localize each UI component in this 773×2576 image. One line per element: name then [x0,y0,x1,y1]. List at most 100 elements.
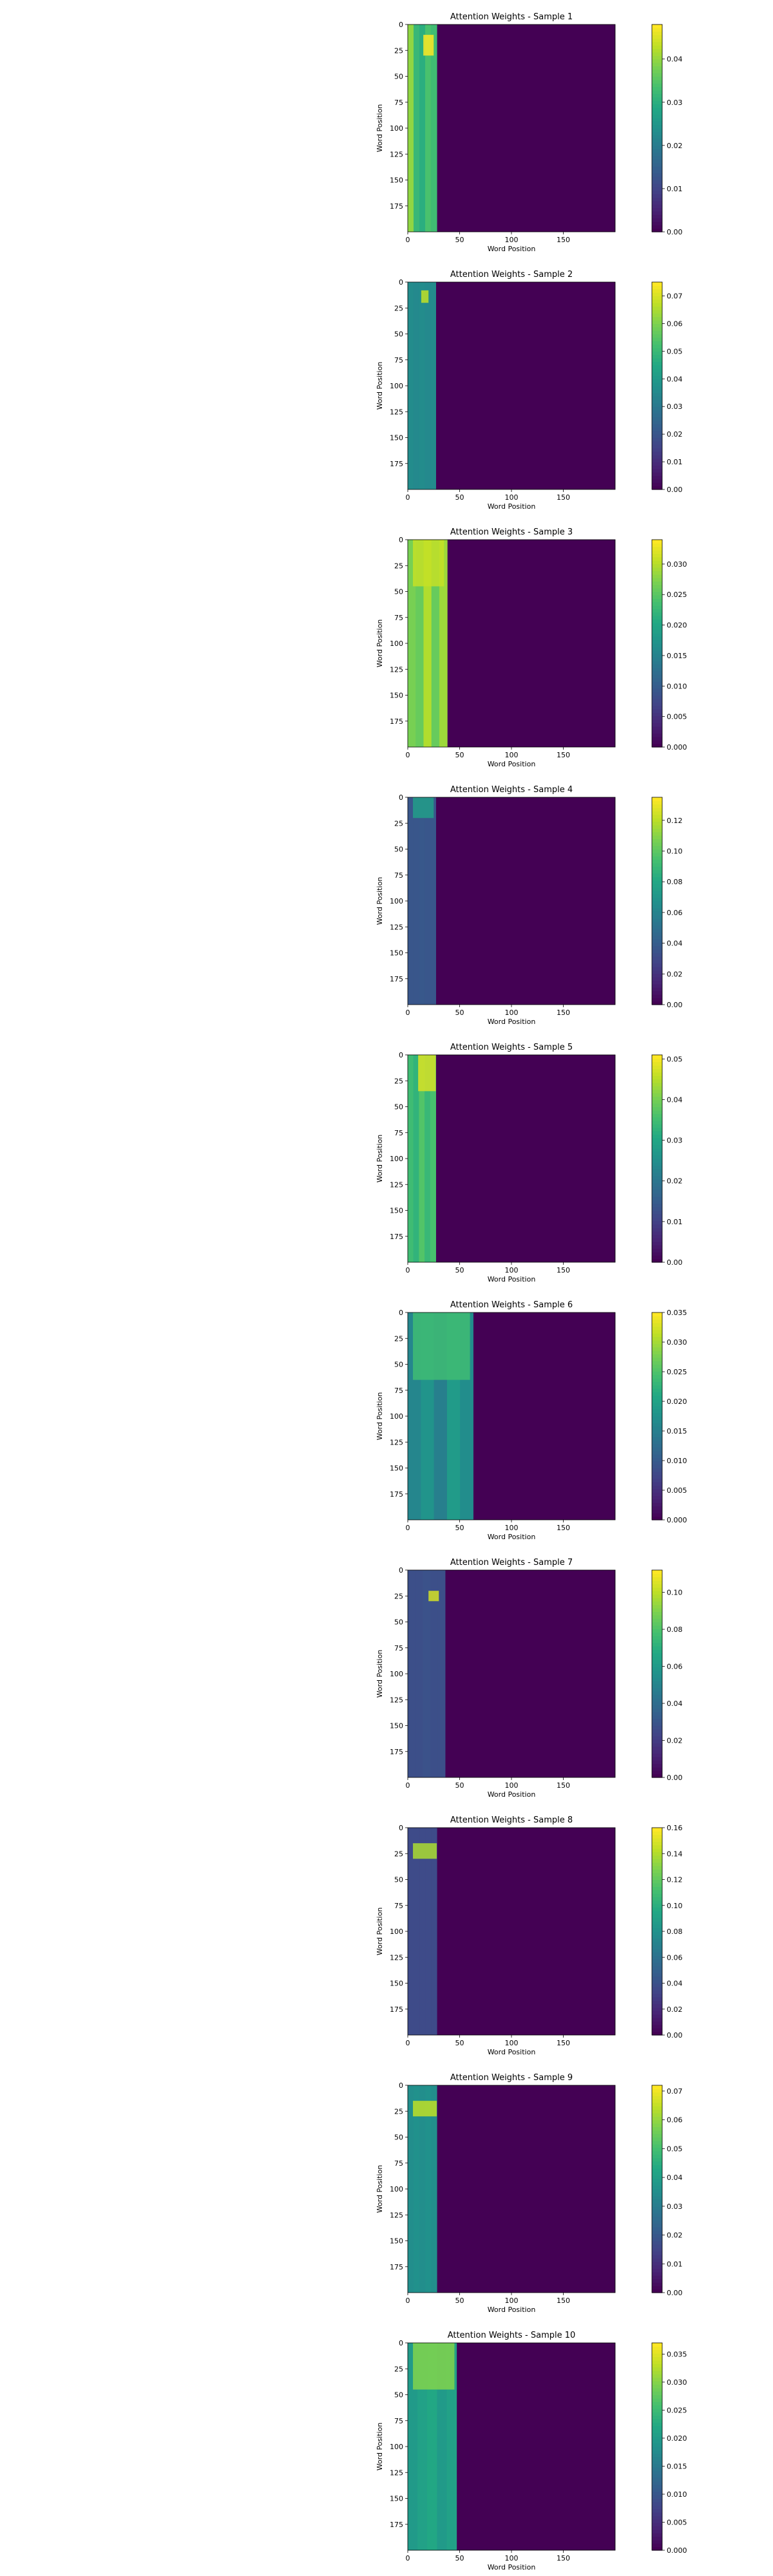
colorbar-segment [652,1213,662,1218]
colorbar-segment [652,2099,662,2103]
colorbar-segment [652,1374,662,1379]
colorbar-segment [652,818,662,822]
colorbar-segment [652,1715,662,1719]
heatmap-active-band [419,24,426,232]
colorbar-segment [652,1927,662,1932]
colorbar-tick-label: 0.015 [667,652,687,660]
y-tick-label: 100 [390,2185,403,2193]
colorbar-segment [652,1347,662,1351]
heatmap-active-band [415,540,424,747]
colorbar-segment [652,1573,662,1578]
colorbar-segment [652,1718,662,1723]
y-tick-label: 25 [394,304,403,312]
colorbar-segment [652,282,662,286]
y-tick-label: 175 [390,2263,403,2271]
colorbar-tick-label: 0.00 [667,1774,683,1782]
colorbar-segment [652,2206,662,2210]
colorbar-segment [652,341,662,345]
colorbar-segment [652,97,662,101]
heatmap-active-band [430,1570,438,1777]
colorbar-segment [652,1698,662,1702]
colorbar-segment [652,2202,662,2207]
colorbar-segment [652,880,662,884]
colorbar-segment [652,2387,662,2392]
colorbar-segment [652,1965,662,1970]
colorbar-segment [652,2405,662,2409]
colorbar-frame [651,1312,663,1520]
colorbar-segment [652,1986,662,1991]
colorbar-segment [652,1952,662,1956]
colorbar-segment [652,688,662,692]
y-tick-label: 125 [390,1953,403,1962]
colorbar-segment [652,111,662,115]
colorbar-segment [652,2419,662,2423]
colorbar-segment [652,1893,662,1897]
colorbar-segment [652,1900,662,1904]
colorbar-segment [652,1580,662,1585]
colorbar-segment [652,1983,662,1987]
colorbar-segment [652,2491,662,2496]
colorbar-segment [652,918,662,922]
colorbar-segment [652,1220,662,1225]
colorbar-segment [652,1677,662,1681]
colorbar-tick-label: 0.010 [667,682,687,690]
y-tick-label: 175 [390,1748,403,1756]
colorbar-segment [652,828,662,833]
y-tick-label: 0 [399,536,403,544]
colorbar-segment [652,2384,662,2389]
colorbar-tick-label: 0.025 [667,1368,687,1376]
colorbar-segment [652,1886,662,1891]
colorbar-segment [652,1430,662,1434]
colorbar-segment [652,2278,662,2283]
colorbar-segment [652,402,662,407]
colorbar-segment [652,1841,662,1846]
colorbar-segment [652,907,662,912]
colorbar-segment [652,79,662,84]
colorbar-segment [652,695,662,699]
colorbar-segment [652,1086,662,1090]
y-tick-label: 50 [394,1103,403,1112]
colorbar-segment [652,1468,662,1472]
colorbar-segment [652,1124,662,1128]
colorbar-segment [652,1127,662,1132]
heatmap-active-band [413,1055,419,1262]
colorbar-segment [652,52,662,56]
colorbar-segment [652,647,662,651]
colorbar-tick-label: 0.010 [667,1457,687,1465]
colorbar-segment [652,1058,662,1063]
colorbar-segment [652,386,662,390]
y-tick-label: 25 [394,2365,403,2373]
colorbar-segment [652,193,662,198]
y-tick-label: 25 [394,2107,403,2116]
colorbar-segment [652,1134,662,1139]
colorbar-segment [652,2453,662,2458]
colorbar-segment [652,1931,662,1935]
colorbar-segment [652,159,662,164]
colorbar-segment [652,2109,662,2114]
colorbar-segment [652,2182,662,2186]
y-tick-label: 175 [390,202,403,211]
colorbar: 0.00 0.01 0.02 0.03 0.04 0.05 0.06 0.07 [651,2085,683,2297]
colorbar-segment [652,1433,662,1437]
colorbar-segment [652,1065,662,1070]
colorbar-segment [652,814,662,819]
colorbar-segment [652,715,662,720]
colorbar-segment [652,884,662,888]
colorbar-segment [652,1728,662,1733]
colorbar-segment [652,2233,662,2238]
colorbar-segment [652,1357,662,1361]
colorbar-segment [652,2505,662,2510]
colorbar-segment [652,2244,662,2248]
y-tick-label: 0 [399,793,403,802]
colorbar-tick-label: 0.05 [667,1055,683,1063]
colorbar-segment [652,862,662,867]
colorbar-segment [652,448,662,452]
colorbar-segment [652,2119,662,2124]
colorbar: 0.000 0.005 0.010 0.015 0.020 0.025 0.030 0.035 [651,1309,687,1524]
colorbar-segment [652,1155,662,1159]
colorbar-segment [652,2529,662,2533]
x-tick-label: 50 [455,1266,464,1274]
colorbar-segment [652,104,662,108]
colorbar-tick-label: 0.020 [667,621,687,630]
colorbar-segment [652,1597,662,1602]
